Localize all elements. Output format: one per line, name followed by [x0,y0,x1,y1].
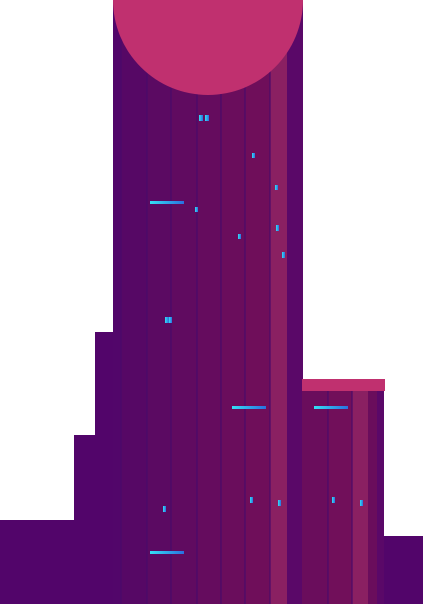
window-strip [232,406,266,409]
column [302,391,328,604]
window [278,500,281,506]
window [165,317,169,323]
column [245,0,270,604]
window [252,153,255,158]
moon-dome [113,0,303,95]
column [270,0,287,604]
window [163,506,166,512]
window [282,252,285,258]
window [195,207,198,212]
column [147,0,171,604]
roof [302,379,385,391]
right-block [383,536,423,604]
windows [150,115,363,554]
left-blocks [0,332,120,604]
window [276,225,279,231]
window [169,317,172,323]
window-strip [314,406,348,409]
column [221,0,245,604]
window-strip [150,551,184,554]
window-strip [150,201,184,204]
column [171,0,197,604]
side-building [302,379,385,604]
column [113,0,121,604]
column [368,391,377,604]
window [332,497,335,503]
window [275,185,278,190]
main-tower [113,0,303,604]
column [352,391,368,604]
window [360,500,363,506]
column [121,0,147,604]
column [328,391,352,604]
column [377,391,384,604]
column [197,0,221,604]
window [205,115,209,121]
window [199,115,203,121]
column-lines [120,0,271,604]
window [250,497,253,503]
window [238,234,241,239]
column [287,0,303,604]
